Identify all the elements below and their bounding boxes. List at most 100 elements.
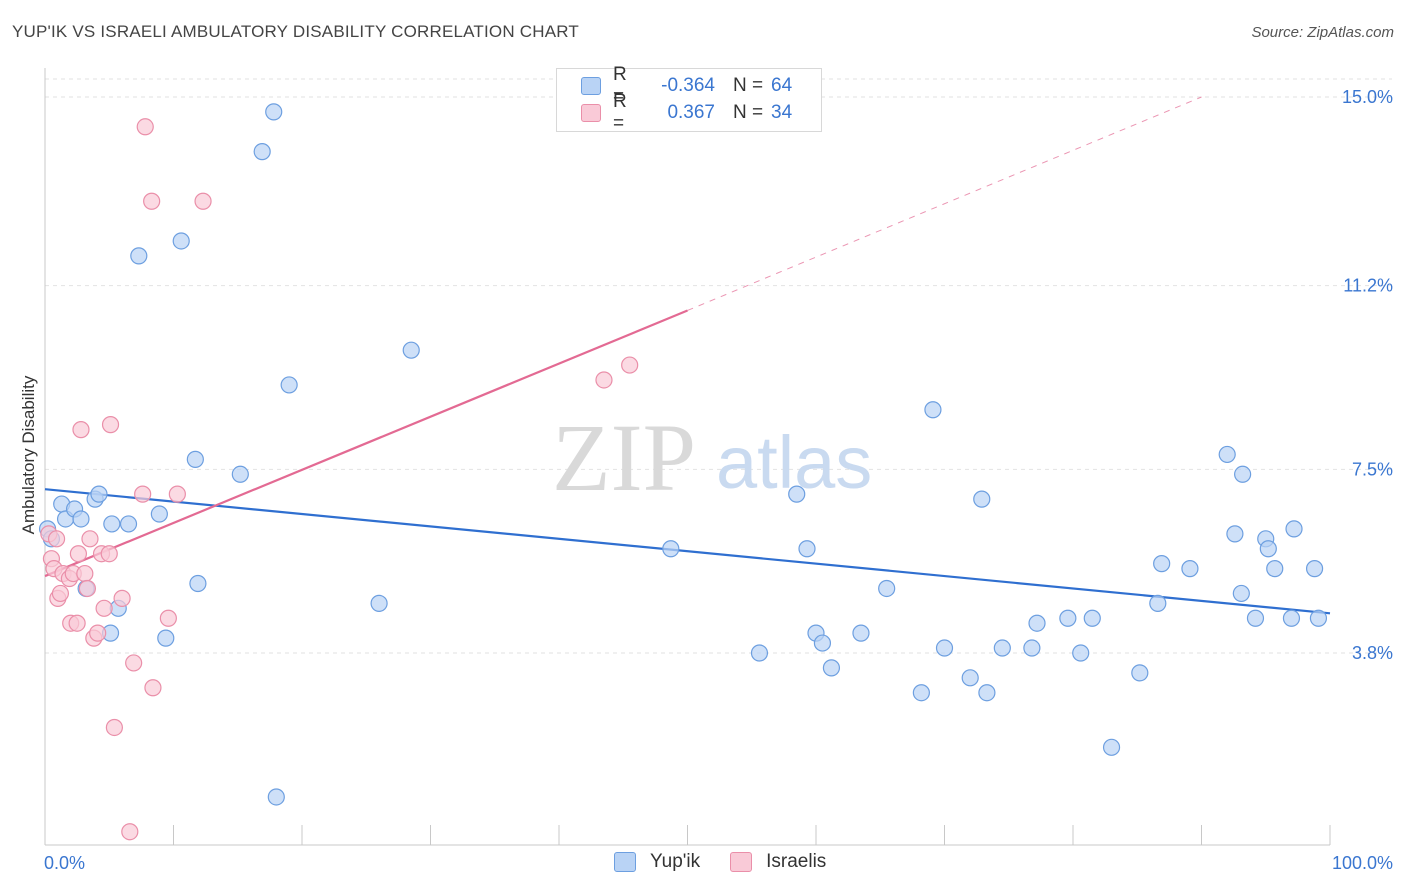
yupik-point: [852, 624, 870, 642]
legend-item-yupik[interactable]: Yup'ik: [614, 851, 700, 873]
yupik-point: [1131, 664, 1149, 682]
yupik-point: [157, 629, 175, 647]
israelis-point: [168, 485, 186, 503]
yupik-point: [72, 510, 90, 528]
n-label: N =: [733, 75, 764, 96]
yupik-point: [993, 639, 1011, 657]
israelis-point: [72, 421, 90, 439]
yupik-point: [1226, 525, 1244, 543]
yupik-point: [119, 515, 138, 533]
israelis-point: [194, 192, 212, 210]
r-value: 0.367: [667, 102, 715, 123]
watermark: ZIP atlas: [552, 404, 872, 511]
yupik-point: [1059, 609, 1077, 627]
israelis-point: [113, 589, 131, 607]
israelis-point: [47, 530, 66, 548]
israelis-point: [105, 718, 123, 737]
yupik-point: [1028, 614, 1046, 632]
israelis-point: [100, 545, 118, 563]
yupik-point: [912, 684, 930, 702]
israelis-point: [78, 579, 97, 598]
r-value: -0.364: [661, 75, 715, 96]
yupik-point: [103, 515, 121, 533]
yupik-point: [253, 143, 271, 161]
n-label: N =: [733, 102, 764, 123]
axes: [44, 68, 1331, 846]
yupik-point: [1218, 445, 1236, 464]
israelis-point: [69, 545, 88, 563]
yupik-point: [1181, 560, 1199, 578]
israelis-point: [101, 416, 120, 434]
watermark-zip: ZIP: [552, 404, 696, 511]
israelis-trend-line: [44, 309, 688, 578]
blue-swatch-icon: [614, 852, 636, 872]
yupik-point: [973, 490, 991, 508]
yupik-point: [265, 103, 283, 121]
yupik-point: [1232, 584, 1250, 603]
yupik-point: [1282, 609, 1301, 627]
yupik-point: [90, 485, 108, 503]
yupik-point: [788, 485, 806, 503]
yupik-point: [1266, 560, 1284, 578]
data-points: [38, 103, 1328, 841]
yupik-point: [186, 450, 204, 468]
trend-lines: [44, 96, 1331, 615]
yupik-point: [935, 639, 954, 657]
yupik-point: [370, 594, 388, 612]
yupik-point: [1153, 555, 1171, 573]
yupik-point: [1309, 609, 1328, 627]
yupik-point: [150, 505, 168, 523]
yupik-point: [1149, 594, 1167, 612]
yupik-point: [662, 540, 680, 558]
legend-item-israelis[interactable]: Israelis: [730, 851, 826, 873]
yupik-point: [878, 579, 896, 598]
y-tick-label: 15.0%: [1342, 87, 1393, 107]
yupik-point: [1072, 644, 1090, 662]
israelis-point: [159, 609, 177, 627]
yupik-point: [231, 465, 249, 483]
y-tick-label: 11.2%: [1343, 276, 1393, 296]
source-label: Source: ZipAtlas.com: [1251, 24, 1394, 41]
tick-labels: 3.8% 7.5% 11.2% 15.0% 0.0% 100.0%: [44, 87, 1393, 873]
yupik-point: [1083, 609, 1101, 627]
israelis-point: [143, 192, 161, 210]
yupik-point: [1285, 520, 1303, 538]
pink-swatch-icon: [581, 104, 601, 122]
israelis-point: [134, 485, 152, 503]
israelis-point: [121, 823, 139, 841]
yupik-point: [813, 634, 832, 652]
yupik-point: [978, 684, 996, 702]
yupik-point: [961, 669, 979, 687]
y-tick-label: 7.5%: [1352, 459, 1393, 479]
yupik-point: [130, 247, 148, 265]
israelis-point: [81, 530, 99, 548]
yupik-point: [1234, 465, 1252, 483]
yupik-trend-line: [44, 488, 1331, 615]
n-value: 64: [771, 75, 793, 96]
yupik-point: [1023, 639, 1041, 657]
israelis-point: [76, 564, 94, 583]
israelis-point: [95, 599, 113, 617]
pink-swatch-icon: [730, 852, 753, 872]
yupik-point: [402, 341, 420, 359]
x-tick-label: 100.0%: [1332, 853, 1393, 873]
israelis-point: [595, 371, 613, 389]
yupik-point: [750, 644, 769, 662]
r-label: R =: [613, 64, 627, 107]
legend-row-yupik: R = -0.364 N = 64: [581, 64, 793, 107]
israelis-point: [89, 624, 107, 642]
chart-title: YUP'IK VS ISRAELI AMBULATORY DISABILITY …: [12, 22, 579, 41]
r-label: R =: [613, 91, 627, 134]
israelis-point: [68, 614, 86, 632]
series-legend: Yup'ik Israelis: [614, 851, 856, 873]
legend-row-israelis: R = 0.367 N = 34: [581, 91, 793, 134]
y-tick-label: 3.8%: [1352, 643, 1393, 663]
n-value: 34: [771, 102, 793, 123]
yupik-point: [267, 788, 285, 806]
yupik-point: [1102, 738, 1121, 756]
yupik-point: [189, 574, 207, 593]
yupik-point: [172, 232, 190, 250]
yupik-point: [280, 376, 298, 394]
stats-legend: R = -0.364 N = 64 R = 0.367 N = 34: [556, 64, 822, 134]
